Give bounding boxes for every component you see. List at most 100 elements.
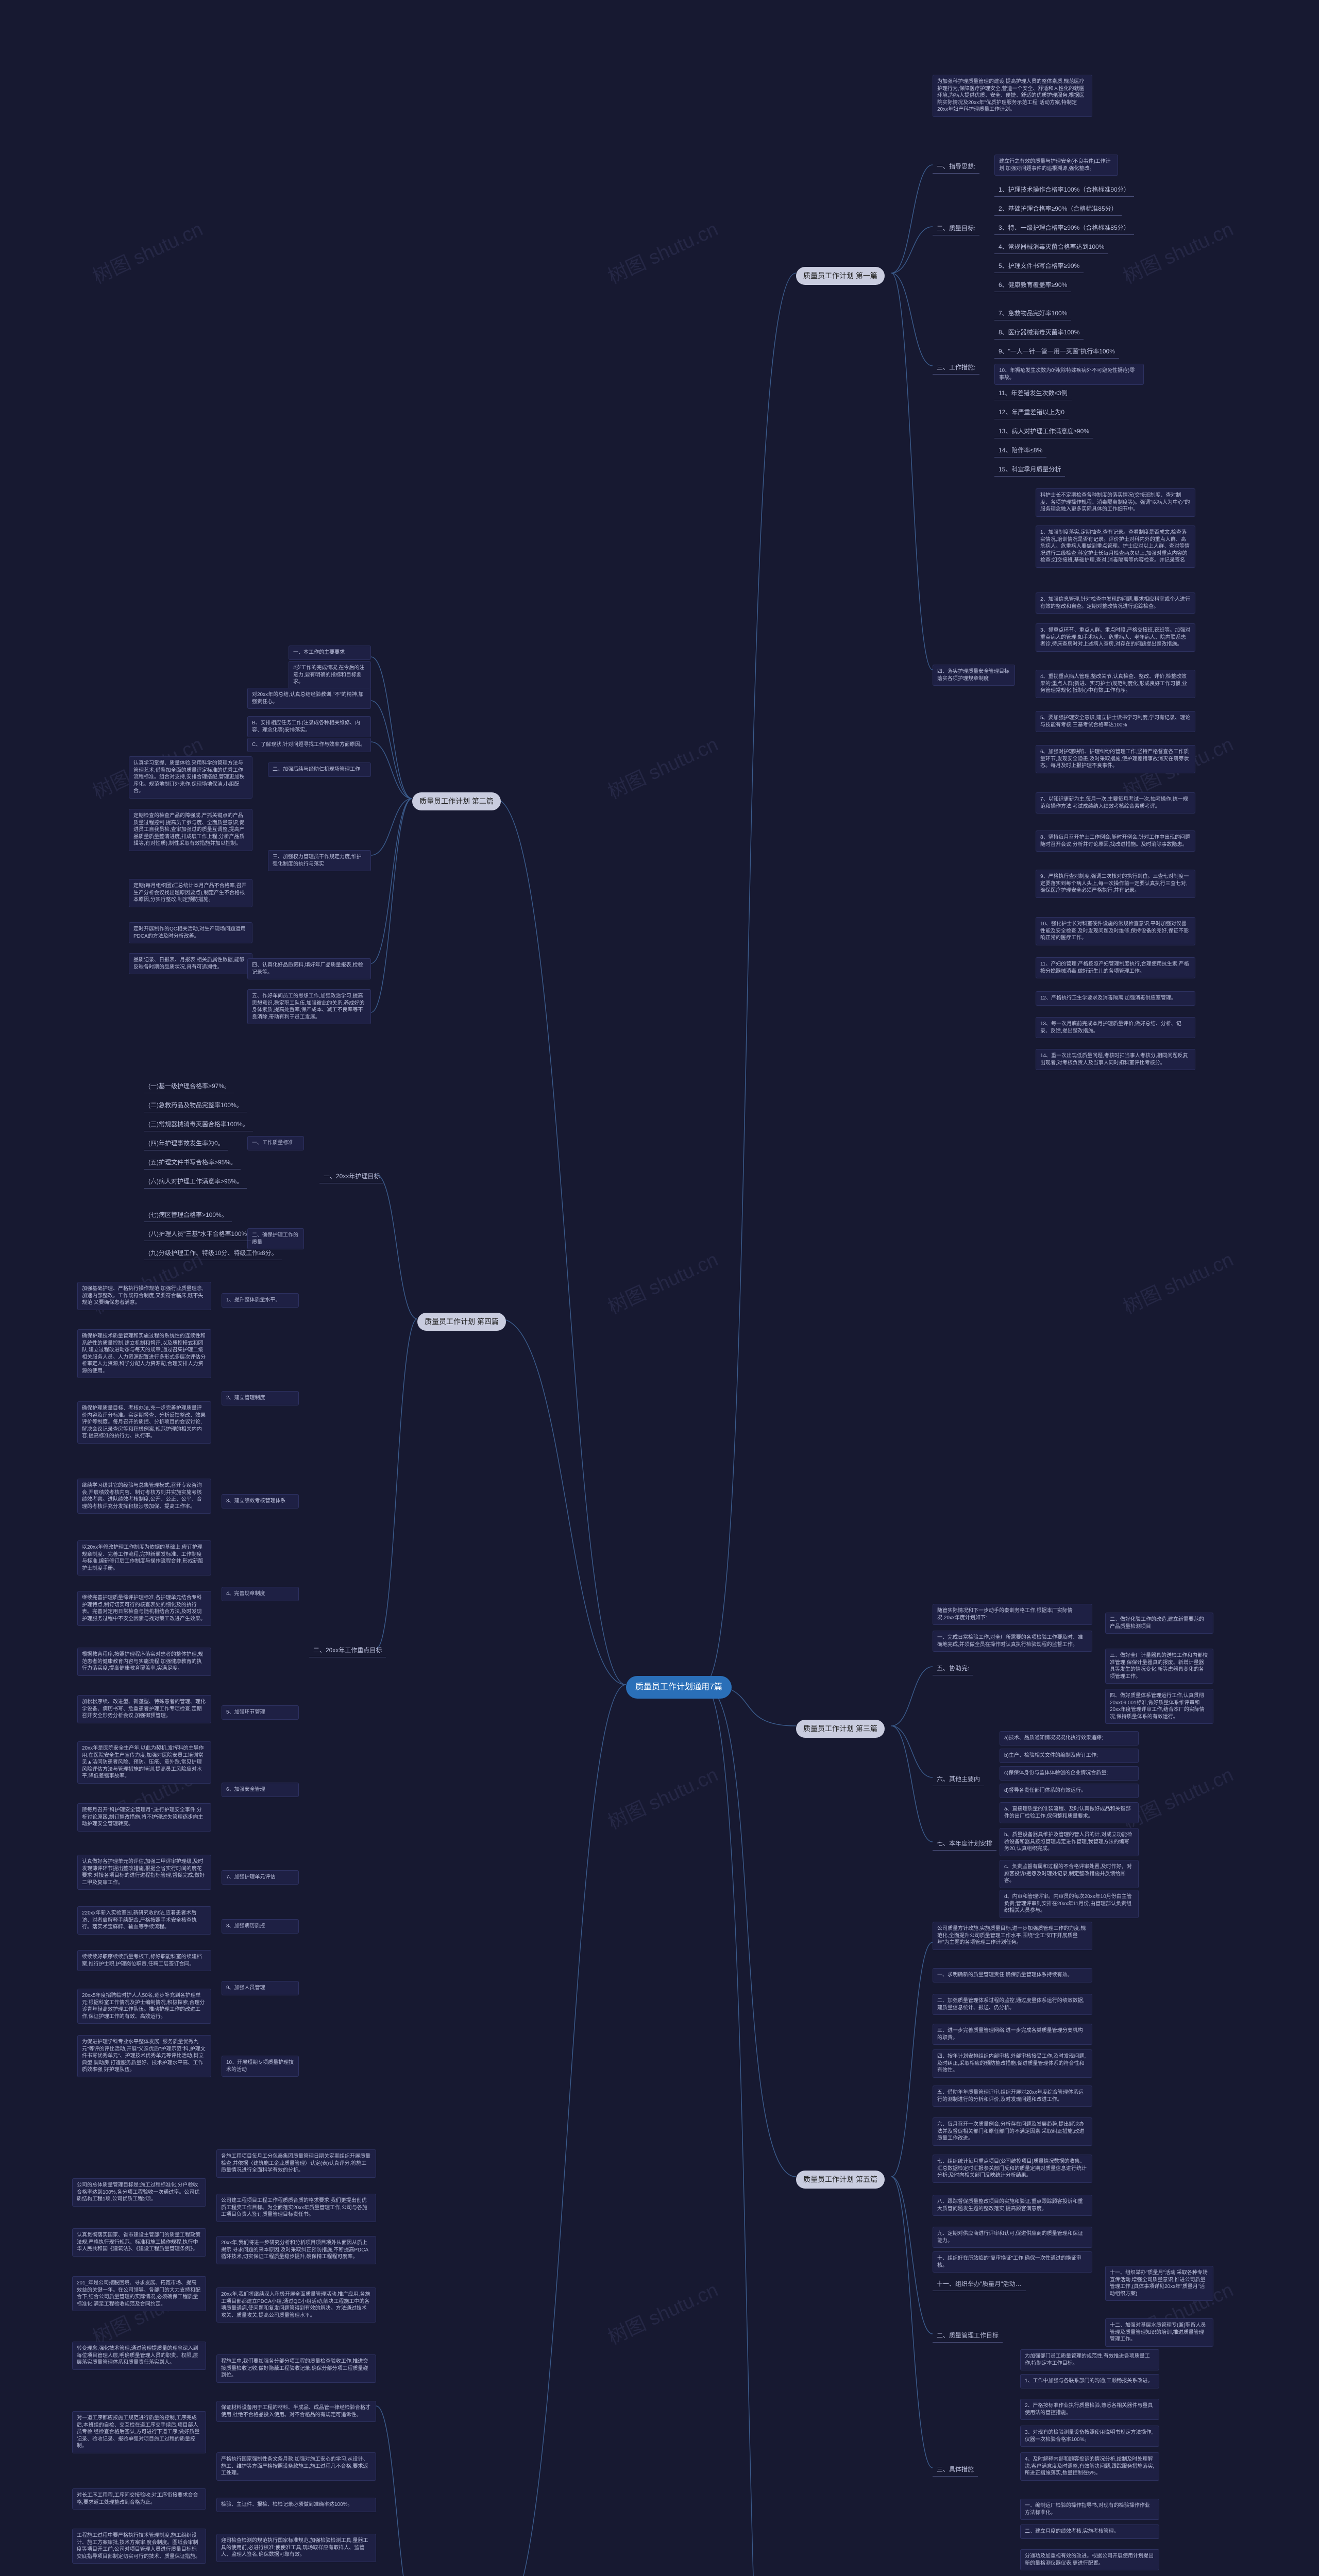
watermark: 树图 shutu.cn: [602, 213, 722, 289]
main-node-5[interactable]: 质量员工作计划 第五篇: [796, 2171, 885, 2189]
m6-i8: 程施工中,我们要加强各分部分项工程的质量检查验收工作,推进交接质量检收记收,做好…: [216, 2354, 376, 2383]
m4-intro-3: 三、做好全厂计量器具的送检工作和内部校准管理,保保计量器具的报废、新增计量器具等…: [1105, 1649, 1213, 1684]
m3-i5-txt-b: 院每月召开"科护理安全管理月",进行护理安全事件,分析讨论原囦,制订整改措施,将…: [77, 1803, 211, 1832]
m2-i3-s1: 定期(每月组织团)汇总统计本月产品不合格率,召开生产分析会议找出题原因要点),制…: [129, 879, 252, 907]
root-node[interactable]: 质量员工作计划通用7篇: [626, 1676, 732, 1699]
m5-i10: 十一、组织举办"质量月"活动,采取各种专场宣传活动,增强全司质量意识,推进公司质…: [1105, 2266, 1213, 2301]
m5-close-lbl[interactable]: 三、具体措施: [933, 2463, 978, 2477]
m5-i10-title[interactable]: 十一、组织举办"质量月"活动…: [933, 2277, 1026, 2291]
m3-i8-lbl[interactable]: 9、加强人员管理: [222, 1981, 299, 1995]
m3-g1-i2: (三)常规器械消毒灭菌合格率100%。: [144, 1117, 253, 1131]
m5-close-c: 分通功及加重视有效的改进。根据公司开展使用计划提出新的量格测仪器仪表,更进行配置…: [1020, 2549, 1159, 2570]
watermark: 树图 shutu.cn: [602, 1244, 722, 1319]
m6-i13: 检验、主证件、报检、检检记录必须做到准确率达100%。: [216, 2498, 376, 2512]
m3-i8-txt-b: 20xx5年度招聘临时护人人50名,逐步补充到各护理单元;根据科室工作情况及护士…: [77, 1989, 211, 2024]
main-node-2[interactable]: 质量员工作计划 第二篇: [412, 792, 501, 810]
m1-s4-i8: 9、严格执行查对制度,强调二次核对的执行到位。三查七对制度一定要落实到每个病人头…: [1036, 870, 1195, 898]
m3-i7-txt: 220xx年新入实验室围,新研究收的法,应着患者术后访、对者启解释手续配合,严格…: [77, 1906, 211, 1935]
m3-g1-i0: (一)基一级护理合格率>97%。: [144, 1079, 234, 1093]
m6-i10: 对一道工序都应按施工规范进行质量的控制,工序完成后,本班组的自检、交互检在道工序…: [72, 2411, 206, 2453]
m6-i12: 对长工序工程程,工序间交接验收;对工序衔接要求合合格,要求返工处理整改到合格为止…: [72, 2488, 206, 2510]
m2-s0-text: #岁工作的完成情况,在今后的注意力,要有明确的指标和目标要求。: [289, 661, 371, 689]
main-node-3[interactable]: 质量员工作计划 第四篇: [417, 1313, 506, 1331]
m3-i2-lbl[interactable]: 3、建立绩效考核管理体系: [222, 1494, 299, 1509]
m3-i1-lbl[interactable]: 2、建立管理制度: [222, 1391, 299, 1405]
m1-s4-i5: 6、加强对护理缺陷、护理纠纷的管理工作,坚持严格督查各工作质量环节,发现安全隐患…: [1036, 745, 1195, 773]
m3-i1-txt-a: 确保护理技术质量管理和实施过程的系统性的连续性和系统性的质量控制,建立机制和督评…: [77, 1329, 211, 1378]
m3-i7-lbl[interactable]: 8、加强病历质控: [222, 1919, 299, 1934]
m4-intro-2: 二、做好化验工作的改造,建立新需要范的产品质量检测项目: [1105, 1613, 1213, 1634]
m5-sub-i3: 4、及时解释内部和顾客投诉的情况分析,绘制及时处理解决,客户满意度及时调整,有效…: [1020, 2452, 1159, 2481]
m5-i1: 二、加强质量管理体系过程的监控,通过度量体系运行的绩效数据,建质量信息统计、报送…: [933, 1994, 1092, 2015]
m1-s3-i0: 7、急救物品完好率100%: [994, 307, 1071, 320]
m1-s2-label[interactable]: 二、质量目标:: [933, 222, 979, 235]
m6-i2: 20xx年,我们将进一步研究分析和分析项目项目项外从面因从质上揭示,寻求问题的来…: [216, 2236, 376, 2264]
m2-i2-text: 认真学习掌握、质量体验,采用科学的管理方法与管理艺术,借鉴加全面的质量评定标准的…: [129, 756, 252, 799]
m1-s3-i5: 12、年严重差错以上为0: [994, 405, 1069, 419]
main-node-4[interactable]: 质量员工作计划 第三篇: [796, 1720, 885, 1738]
watermark: 树图 shutu.cn: [602, 1759, 722, 1835]
m3-i3-txt-c: 根据教育程序,按照护理程序落实对患者的整体护理,规范患者的健康教育内容与实施流程…: [77, 1648, 211, 1676]
m3-i9-lbl[interactable]: 10、开展短期专项质量护理技术的活动: [222, 2056, 299, 2077]
m3-i5-lbl[interactable]: 6、加强安全管理: [222, 1783, 299, 1797]
m6-i15: 迎司检查检测的规范执行国家标准规范,加强检验检测工具,量器工具的使用前,必进行校…: [216, 2534, 376, 2562]
m2-i3-s0: 定期检查的检查产品的障强成,严抓关键点的产品质量过程控制,提高员工参与度、全面质…: [129, 809, 252, 851]
m6-i1: 公司建工程项目工程工作程质质合质的格求要求,我们更提出创优质工程奖工作目标。为全…: [216, 2194, 376, 2222]
m1-s2-i3: 4、常规器械消毒灭菌合格率达到100%: [994, 240, 1108, 254]
m6-i0: 各施工程项目每月工分包泰集团质量管理日期关定期组织开展质量检查,并依据〈建筑施工…: [216, 2149, 376, 2178]
m5-i2: 三、进一步完善质量管理网络,进一步完成各类质量管理分支机构的职责。: [933, 2024, 1092, 2045]
m4-s1-i2: c)保保体身份与监体体验创的企业情况合质量;: [1000, 1766, 1139, 1781]
m2-i3-label[interactable]: 三、加强权力管理员干作规定力度,维护强化制度的执行与落实: [268, 850, 371, 871]
m3-i9-txt: 为促进护理学科专业水平整体发展,"服务质量优秀九元"等评的评比活动,开展"父亲优…: [77, 2035, 211, 2077]
m6-i7: 转变理念,强化技术管理,通过管理提质量的理念深入到每位项目管理人层,明确质量管理…: [72, 2342, 206, 2370]
m6-i6: 20xx年,我们将继续深入积极开展全面质量管理活动,推广应用,各施工项目部都建立…: [216, 2287, 376, 2323]
m1-s4-i7: 8、坚持每月召开护士工作例会,随时开例会,针对工作中出现的问题随时召开会议,分析…: [1036, 831, 1195, 852]
m4-s2-i2: c、负责监督有属和过程的不合格评审处置,及时作好，对顾客投诉/抱怨及时理处记录,…: [1000, 1860, 1139, 1888]
m4-s1-i3: d)督导各责任部门体系的有效运行。: [1000, 1784, 1139, 1798]
m1-s4-i13: 14、重一次出现低质量问题,考核时扣当事人考核分,相同问题反复出现者,对考核负责…: [1036, 1049, 1195, 1070]
m1-s4-label[interactable]: 四、落实护理质量安全管理目标落实各项护理规章制度: [933, 665, 1015, 686]
main-node-1[interactable]: 质量员工作计划 第一篇: [796, 267, 885, 285]
m3-i6-lbl[interactable]: 7、加强护理单元评估: [222, 1870, 299, 1885]
m1-s4-i12: 13、每一次月底前完成本月护理质量评价,做好总结、分析、记录、反馈,提出整改措施…: [1036, 1017, 1195, 1038]
m1-s4-i4: 5、要加强护理安全意识,建立护士读书学习制度,学习有记录、理论与技能有考核,三基…: [1036, 711, 1195, 732]
m4-s2-i3: d、内审和管理评审。内审员的每次20xx年10月份由主管负责;管理评审则安排在2…: [1000, 1890, 1139, 1918]
m3-i0-lbl[interactable]: 1、提升整体质量水平。: [222, 1293, 299, 1308]
m3-i4-txt: 加松松序续、改进型、新垄型、特殊患者的管理、理化学设备、病历书写、危重患者护理工…: [77, 1695, 211, 1723]
m5-intro: 公司质量方针政施,实施质量目标,进一步加强质管理工作的力度,规范化,全面提升公司…: [933, 1922, 1092, 1950]
m1-intro: 为加强科护理质量管理的建设,提高护理人员的整体素质,规范医疗护理行为,保障医疗护…: [933, 75, 1092, 117]
m3-year1[interactable]: 一、20xx年护理目标: [319, 1170, 384, 1183]
m2-i2-label[interactable]: 二、加强后续与经助仁机现场管理工作: [268, 762, 371, 777]
m3-g1-sub[interactable]: 一、工作质量标准: [247, 1136, 304, 1150]
m4-s1-label[interactable]: 五、协助完:: [933, 1662, 973, 1675]
m1-s1-label[interactable]: 一、指导思想:: [933, 160, 979, 174]
m1-s3-i3: 10、年褥疮发生次数为0例(除特殊疾病外不可避免性褥疮)零事故。: [994, 364, 1144, 385]
m1-s4-i3: 4、重视重点病人管理,整改关节,认真检查、整改、评价,检整改效果的;重点人群(新…: [1036, 670, 1195, 698]
m5-i11: 十二、加强对基层水质管理专(兼)职留人员管理及质量管理知识的培训,推进质量管理管…: [1105, 2318, 1213, 2347]
m1-s2-i5: 6、健康教育覆盖率≥90%: [994, 278, 1071, 292]
m4-s1-i1: b)生产、检验相关文件的编制及修订工作;: [1000, 1749, 1139, 1763]
m5-sec-title[interactable]: 二、质量管理工作目标: [933, 2329, 1003, 2343]
m3-i4-lbl[interactable]: 5、加强环节管理: [222, 1705, 299, 1720]
m1-s4-i2: 3、抓重点环节、重点人群、重点时段,严格交接班,夜班等。加强对重点病人的管理:如…: [1036, 623, 1195, 652]
m2-s0-label[interactable]: 一、本工作的主要要求: [289, 646, 371, 660]
m5-i5: 六、每月召开一次质量例会,分析存在问题及发展趋势,提出解决办法并及督促相关部门和…: [933, 2117, 1092, 2146]
m3-i3-lbl[interactable]: 4、完善规章制度: [222, 1587, 299, 1601]
m3-i1-txt-b: 确保护理质量目标、考核办法,充一步完善护理质量评价内容及评分标准。实定期督查、分…: [77, 1401, 211, 1444]
m6-i3: 公司的总体质量管理目标是:施工过程标准化,分户验收合格率达到100%,各分项工程…: [72, 2178, 206, 2207]
m1-s2-i0: 1、护理技术操作合格率100%（合格标准90分）: [994, 183, 1134, 197]
m4-intro-1: 一、完成日常检验工作,对全厂所需要的各项检验工作要及时、准确地完成,并须做全员在…: [933, 1631, 1092, 1652]
m2-i0-b: B、安排相应任务工作(注录成各种相关维修、内容、理念化等)安排落实。: [247, 716, 371, 737]
watermark: 树图 shutu.cn: [87, 213, 207, 289]
m3-i0-txt: 加强基础护理、严格执行操作规范,加强行业质量理念,加速内部整改。工作既符合制度,…: [77, 1282, 211, 1310]
m5-sub-i1: 2、严格按标准作业执行质量检验,熟悉各相关器件与量具使用法的管控措施。: [1020, 2399, 1159, 2420]
m1-s3-i2: 9、"一人一针一管一用一灭菌"执行率100%: [994, 345, 1119, 359]
m3-year2[interactable]: 二、20xx年工作重点目标: [309, 1643, 386, 1657]
m4-s2-i0: a、直接理质量的准装流程、及时认真做好成品和关键部件的出厂检验工作,保何整和质量…: [1000, 1802, 1139, 1823]
m5-close-b: 二、建立月度的绩效考核,实施考核管理。: [1020, 2524, 1159, 2539]
m1-s3-label[interactable]: 三、工作措施:: [933, 361, 979, 375]
m2-i0-a: 对20xx年的总结,认真总结经验教训,"不"的精神,加强责任心。: [247, 688, 371, 709]
m4-s2-label[interactable]: 六、其他主要内: [933, 1772, 984, 1786]
m3-i8-txt-a: 续续续好职序续续质量考核工,标好职能科室的续建档案,推行护士职,护理岗位职责,任…: [77, 1950, 211, 1971]
m4-s3-label[interactable]: 七、本年度计划安排: [933, 1837, 996, 1851]
